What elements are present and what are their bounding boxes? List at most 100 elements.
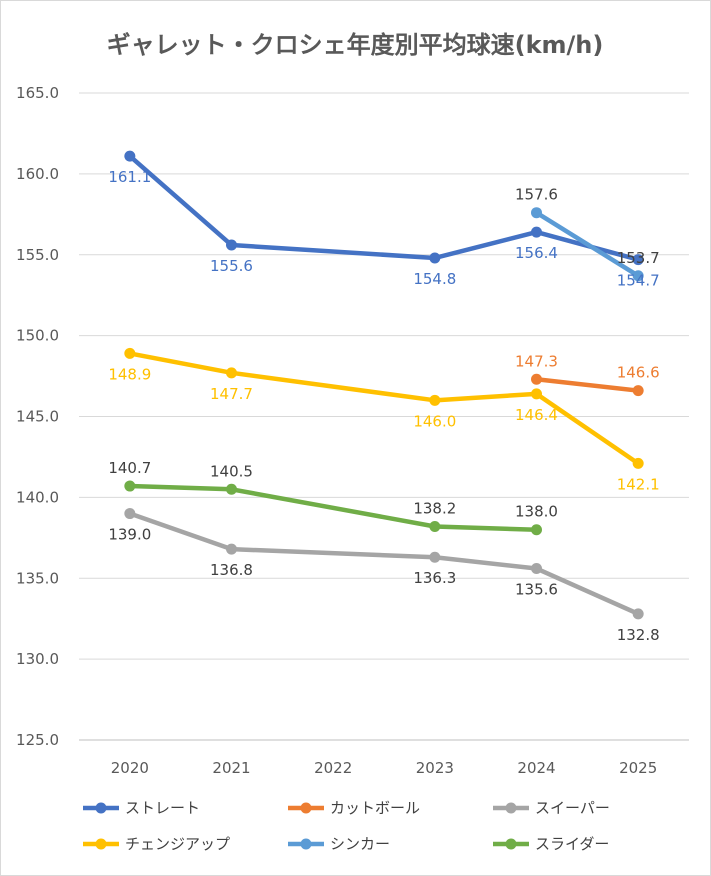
x-tick-label: 2023 (416, 759, 454, 777)
x-tick-label: 2025 (619, 759, 657, 777)
series-2 (124, 508, 644, 620)
data-label: 148.9 (108, 365, 151, 383)
data-point (531, 524, 542, 536)
data-point (632, 254, 644, 266)
data-label: 146.4 (515, 406, 558, 424)
legend-label: スライダー (535, 835, 609, 853)
data-point (429, 520, 441, 532)
data-point (124, 347, 136, 359)
legend-swatch-marker (300, 802, 312, 814)
series-line (534, 210, 641, 279)
data-point (632, 608, 644, 620)
data-point (531, 226, 542, 238)
y-tick-label: 145.0 (16, 408, 59, 426)
x-axis-ticks: 2020 2021 2022 2023 2024 2025 (111, 759, 658, 777)
series-lines (124, 150, 644, 620)
data-label: 138.2 (413, 499, 456, 517)
data-point (226, 367, 237, 379)
y-tick-label: 135.0 (16, 569, 59, 587)
x-tick-label: 2021 (212, 759, 250, 777)
legend-label: カットボール (330, 799, 420, 817)
data-point (429, 394, 441, 406)
y-tick-label: 160.0 (16, 165, 59, 183)
data-label: 138.0 (515, 503, 558, 521)
y-tick-label: 155.0 (16, 246, 59, 264)
data-label: 153.7 (617, 249, 660, 267)
data-label: 154.7 (617, 272, 660, 290)
legend-label: シンカー (330, 835, 390, 853)
legend-label: スイーパー (535, 799, 610, 817)
y-tick-label: 165.0 (16, 84, 59, 102)
data-label: 132.8 (617, 626, 660, 644)
legend-label: ストレート (125, 799, 200, 817)
series-0 (124, 150, 644, 266)
data-point (226, 239, 237, 251)
series-3 (124, 347, 644, 469)
legend-label: チェンジアップ (125, 835, 230, 853)
data-point (124, 508, 136, 520)
data-label: 136.3 (413, 569, 456, 587)
series-5 (124, 480, 542, 536)
series-line (127, 511, 641, 617)
x-tick-label: 2020 (111, 759, 149, 777)
data-label: 142.1 (617, 475, 660, 493)
data-point (226, 543, 237, 555)
data-label: 135.6 (515, 581, 558, 599)
data-label: 146.0 (413, 412, 456, 430)
data-label: 147.3 (515, 352, 558, 370)
gridlines (79, 92, 689, 741)
data-point (632, 457, 644, 469)
legend-swatch-marker (300, 838, 312, 850)
data-label: 136.8 (210, 561, 253, 579)
y-tick-label: 125.0 (16, 731, 59, 749)
data-point (531, 207, 542, 219)
data-point (531, 373, 542, 385)
data-point (632, 385, 644, 397)
data-labels: 161.1 155.6 154.8 156.4 154.7 147.3 146.6 139.0… (108, 168, 659, 644)
data-label: 157.6 (515, 186, 558, 204)
legend-item: カットボール (288, 799, 420, 817)
y-tick-label: 150.0 (16, 327, 59, 345)
x-tick-label: 2024 (517, 759, 555, 777)
series-line (534, 377, 641, 393)
x-tick-label: 2022 (314, 759, 352, 777)
data-label: 147.7 (210, 385, 253, 403)
legend-swatch-marker (505, 838, 517, 850)
legend-item: スイーパー (493, 799, 610, 817)
data-point (124, 150, 136, 162)
data-label: 139.0 (108, 526, 151, 544)
data-point (632, 270, 644, 282)
series-line (127, 483, 539, 532)
data-point (226, 483, 237, 495)
data-label: 140.7 (108, 459, 151, 477)
data-point (429, 252, 441, 264)
legend-swatch-marker (95, 802, 107, 814)
legend-swatch-marker (505, 802, 517, 814)
legend-item: チェンジアップ (83, 835, 230, 853)
legend-item: シンカー (288, 835, 390, 853)
data-label: 140.5 (210, 462, 253, 480)
data-point (531, 563, 542, 575)
series-line (127, 153, 641, 262)
data-label: 156.4 (515, 244, 558, 262)
chart-title: ギャレット・クロシェ年度別平均球速(km/h) (107, 31, 604, 59)
legend-swatch-marker (95, 838, 107, 850)
legend-item: ストレート (83, 799, 200, 817)
series-line (127, 351, 641, 466)
y-axis-ticks: 125.0 130.0 135.0 140.0 145.0 150.0 155.0 160.0… (16, 84, 59, 749)
y-tick-label: 130.0 (16, 650, 59, 668)
data-label: 155.6 (210, 257, 253, 275)
legend-item: スライダー (493, 835, 609, 853)
data-label: 146.6 (617, 364, 660, 382)
data-point (124, 480, 136, 492)
data-point (429, 551, 441, 563)
data-point (531, 388, 542, 400)
series-4 (531, 207, 644, 282)
y-tick-label: 140.0 (16, 488, 59, 506)
series-1 (531, 373, 644, 397)
data-label: 161.1 (108, 168, 151, 186)
data-label: 154.8 (413, 270, 456, 288)
